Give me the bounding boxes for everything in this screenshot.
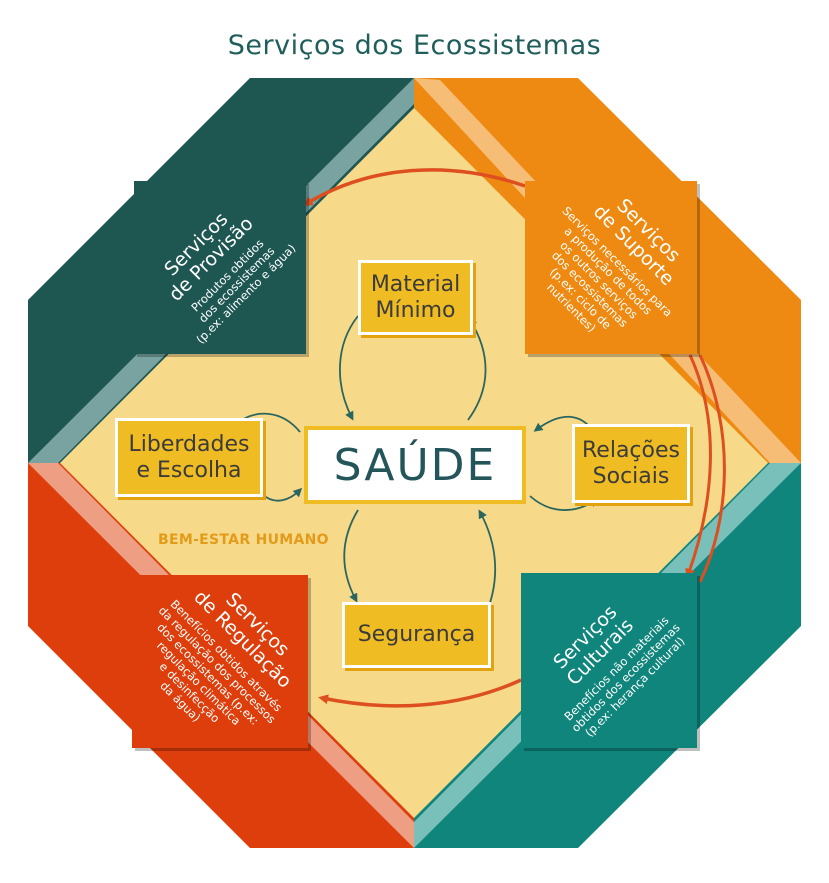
small-arrow-2 <box>467 317 487 421</box>
center-saude: SAÚDE <box>304 426 526 504</box>
small-arrow-7 <box>343 509 359 603</box>
need-seguranca: Segurança <box>342 602 491 668</box>
arrow-suporte-to-culturais-1 <box>685 354 712 579</box>
need-material-minimo: Material Mínimo <box>358 260 473 335</box>
service-provisao-box: Serviços de Provisão Produtos obtidos dos … <box>134 181 306 354</box>
need-relacoes-sociais: Relações Sociais <box>572 424 690 503</box>
arrow-suporte-to-provisao <box>302 168 526 207</box>
small-arrow-1 <box>339 315 359 421</box>
service-suporte-box: Serviços de Suporte Serviços necessários … <box>525 181 697 354</box>
wellbeing-label: BEM-ESTAR HUMANO <box>158 532 329 548</box>
diagram-title: Serviços dos Ecossistemas <box>227 30 602 61</box>
service-culturais-box: Serviços Culturais Benefícios não materia… <box>521 573 697 748</box>
service-regulacao-box: Serviços de Regulação Benefícios obtidos … <box>132 575 308 748</box>
small-arrow-6 <box>529 495 599 511</box>
arrow-suporte-to-culturais-2 <box>698 354 726 583</box>
arrow-culturais-to-regulacao <box>318 678 522 708</box>
small-arrow-4 <box>261 487 303 502</box>
need-liberdades-escolha: Liberdades e Escolha <box>115 418 263 497</box>
